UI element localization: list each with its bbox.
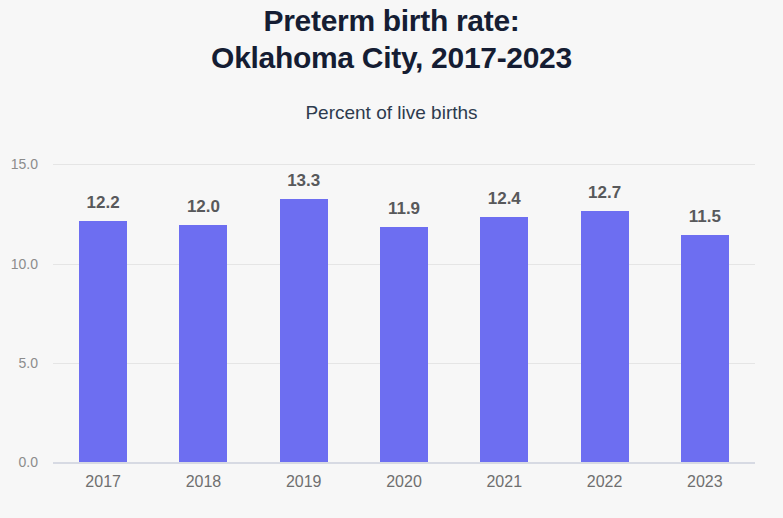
bar-value-label-2021: 12.4 <box>488 189 521 209</box>
chart-subtitle: Percent of live births <box>0 102 783 124</box>
chart-canvas: Preterm birth rate: Oklahoma City, 2017-… <box>0 0 783 518</box>
x-tick-label-2021: 2021 <box>486 473 522 491</box>
bar-2022 <box>581 211 629 464</box>
bar-value-label-2023: 11.5 <box>689 207 721 227</box>
chart-title-line1: Preterm birth rate: <box>0 2 783 39</box>
bar-column-2018: 12.02018 <box>153 165 253 464</box>
chart-title-line2: Oklahoma City, 2017-2023 <box>0 39 783 76</box>
bar-value-label-2022: 12.7 <box>588 183 621 203</box>
bar-value-label-2020: 11.9 <box>388 199 420 219</box>
bar-column-2021: 12.42021 <box>454 165 554 464</box>
bar-2019 <box>280 199 328 464</box>
bar-value-label-2018: 12.0 <box>187 197 220 217</box>
y-tick-label-10.0: 10.0 <box>11 256 38 272</box>
bar-value-label-2017: 12.2 <box>87 193 120 213</box>
bar-2021 <box>480 217 528 464</box>
x-tick-label-2020: 2020 <box>386 473 422 491</box>
y-tick-label-5.0: 5.0 <box>19 355 38 371</box>
bar-2020 <box>380 227 428 464</box>
bars-layer: 12.2201712.0201813.3201911.9202012.42021… <box>53 165 755 464</box>
bar-column-2017: 12.22017 <box>53 165 153 464</box>
bar-column-2022: 12.72022 <box>554 165 654 464</box>
bar-2023 <box>681 235 729 464</box>
bar-2018 <box>179 225 227 464</box>
bar-2017 <box>79 221 127 464</box>
y-tick-label-0.0: 0.0 <box>19 454 38 470</box>
chart-title: Preterm birth rate: Oklahoma City, 2017-… <box>0 2 783 76</box>
x-tick-label-2019: 2019 <box>286 473 322 491</box>
bar-column-2023: 11.52023 <box>655 165 755 464</box>
bar-column-2019: 13.32019 <box>254 165 354 464</box>
x-tick-label-2017: 2017 <box>85 473 121 491</box>
y-tick-label-15.0: 15.0 <box>11 156 38 172</box>
bar-value-label-2019: 13.3 <box>287 171 320 191</box>
x-axis-baseline: 0.0 <box>53 462 755 464</box>
x-tick-label-2022: 2022 <box>587 473 623 491</box>
x-tick-label-2023: 2023 <box>687 473 723 491</box>
bar-column-2020: 11.92020 <box>354 165 454 464</box>
x-tick-label-2018: 2018 <box>186 473 222 491</box>
plot-area: 0.05.010.015.0 12.2201712.0201813.320191… <box>53 165 755 464</box>
